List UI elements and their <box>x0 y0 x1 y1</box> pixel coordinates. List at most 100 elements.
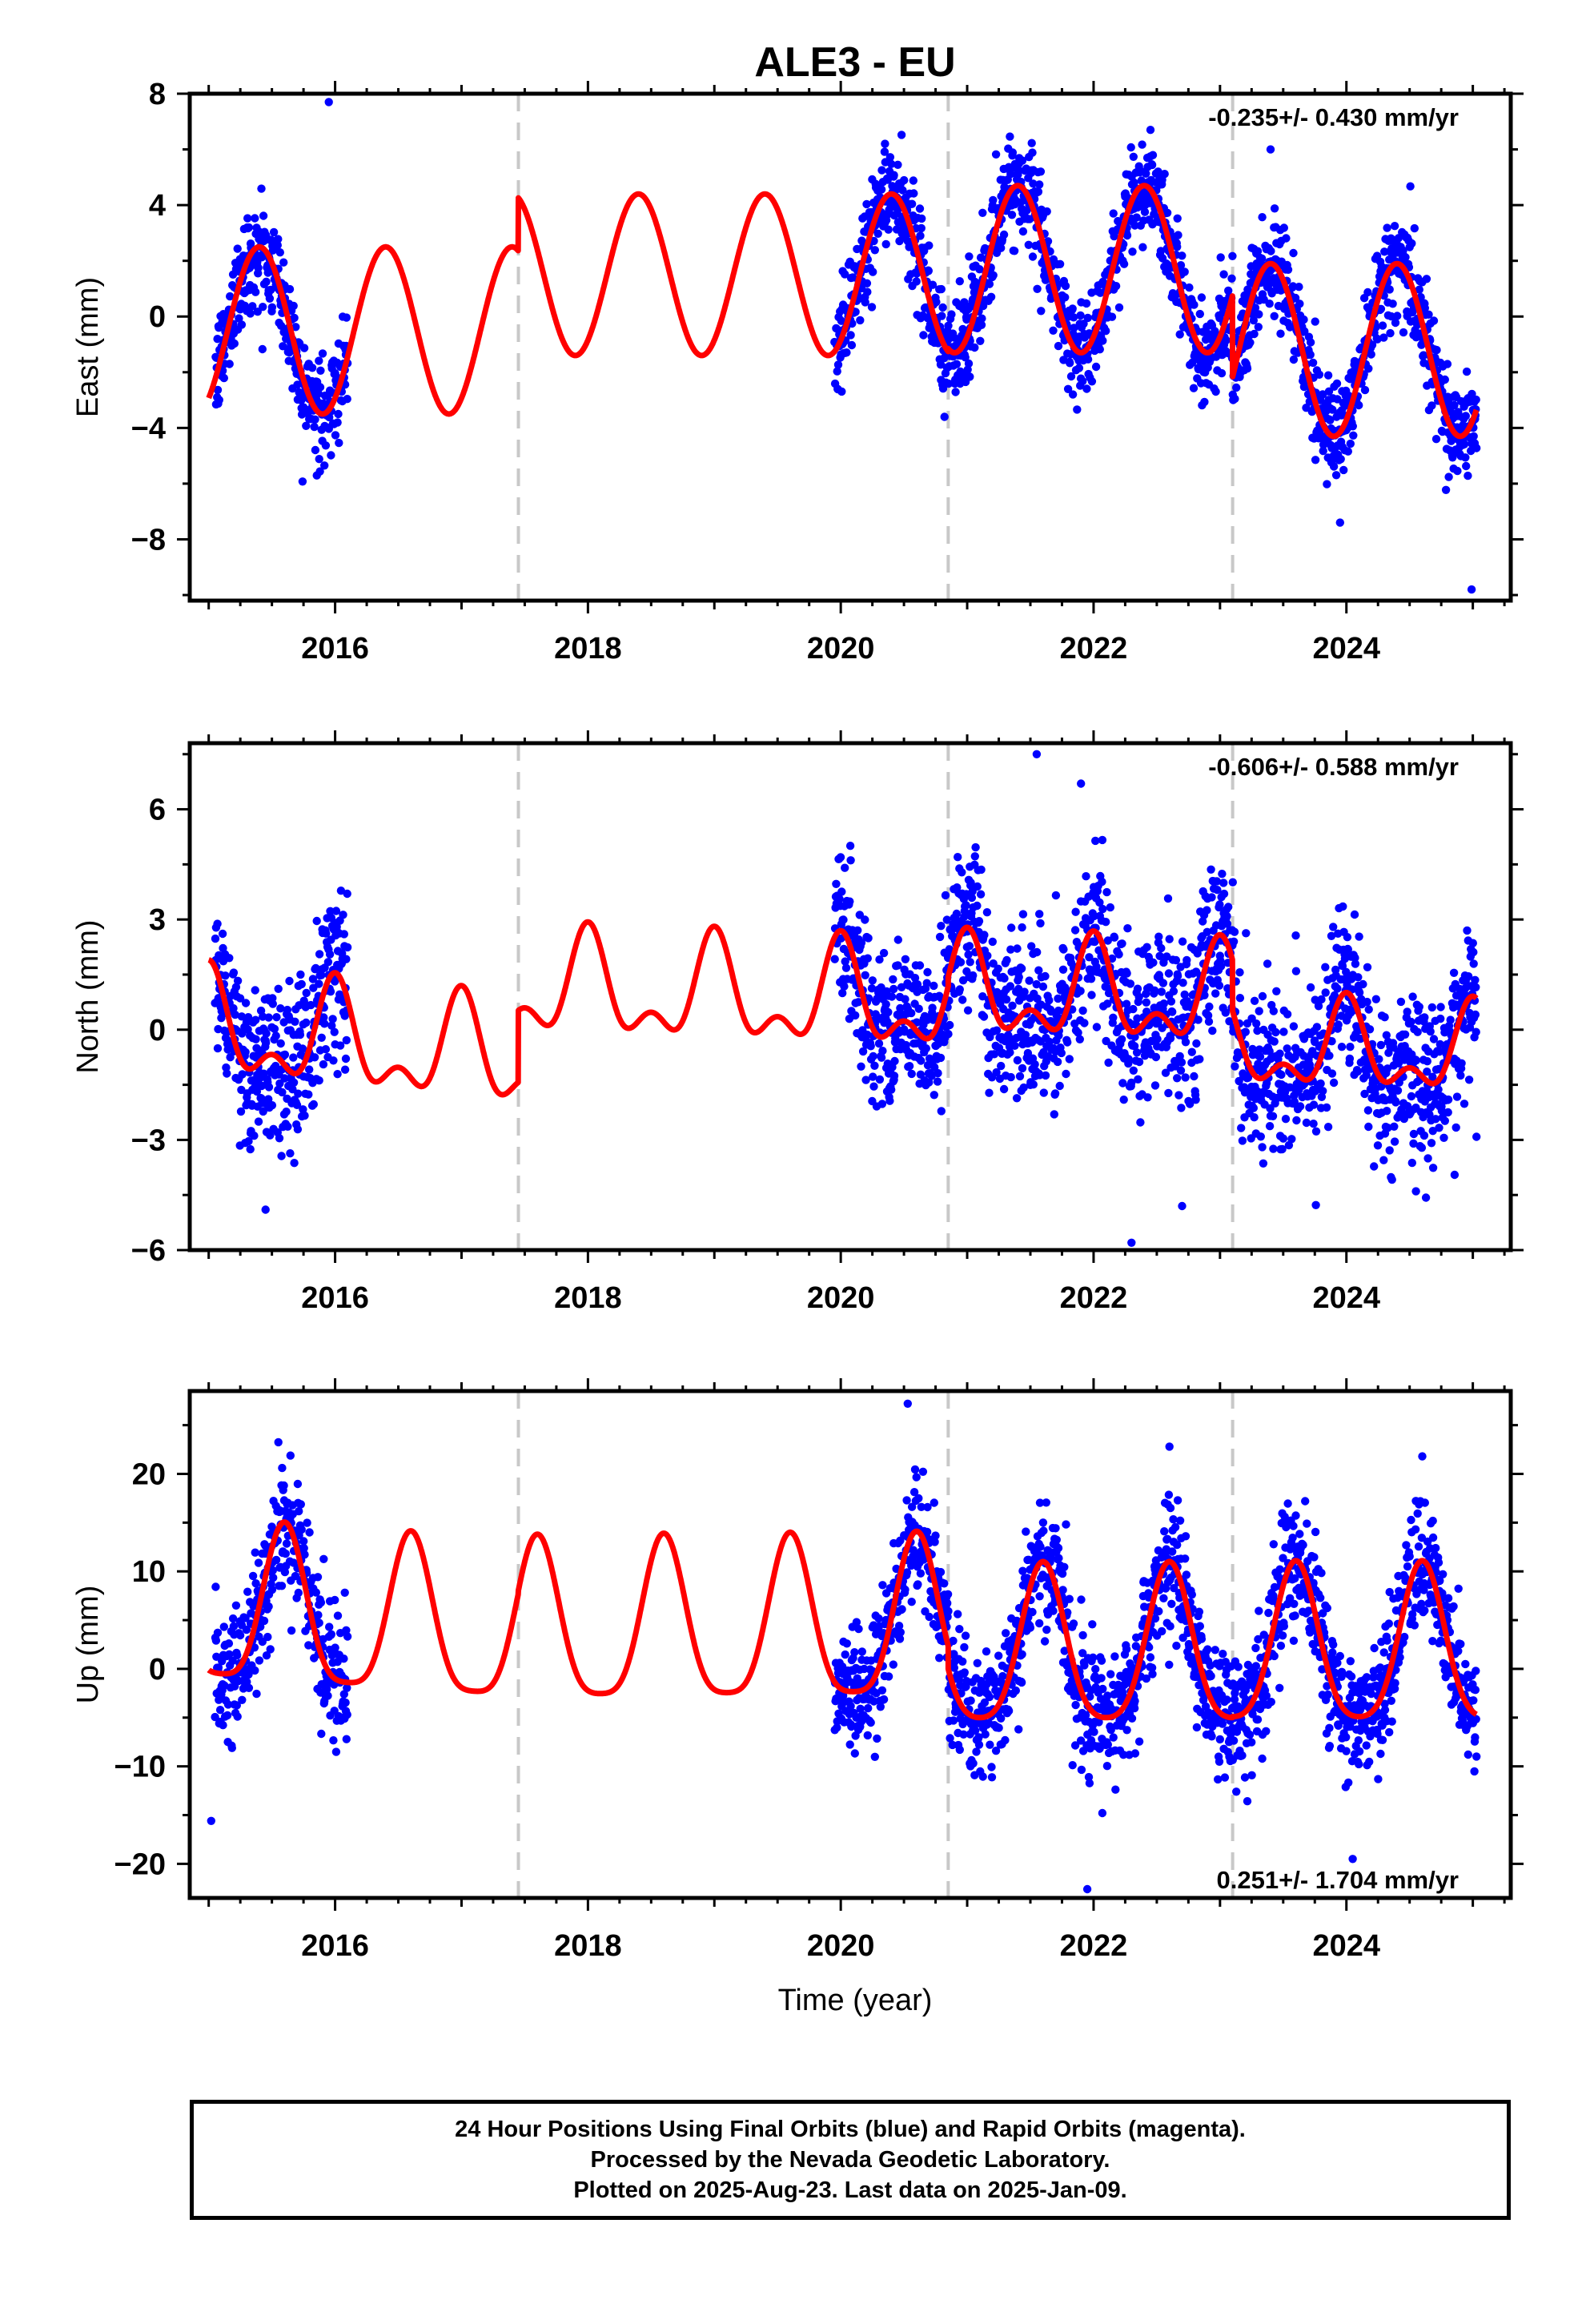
data-point-north <box>1207 893 1216 902</box>
data-point-north <box>1364 1005 1373 1014</box>
data-point-east <box>1185 283 1194 292</box>
data-point-east <box>961 353 970 362</box>
data-point-east <box>1148 151 1158 159</box>
data-point-up <box>884 1672 893 1681</box>
data-point-east <box>1422 275 1431 283</box>
data-point-north <box>221 971 230 980</box>
data-point-north <box>1007 923 1016 932</box>
data-point-north <box>1118 939 1126 948</box>
data-point-north <box>315 950 324 959</box>
data-point-east <box>1174 231 1182 239</box>
data-point-north <box>1051 891 1061 900</box>
data-point-north <box>329 1056 338 1065</box>
data-point-north <box>1375 1055 1383 1063</box>
data-point-north <box>1190 1072 1199 1081</box>
data-point-north <box>1321 988 1330 997</box>
data-point-east <box>1251 304 1260 312</box>
data-point-east <box>1190 300 1199 309</box>
data-point-up <box>327 1630 335 1639</box>
data-point-north <box>250 1132 259 1140</box>
data-point-east <box>1138 140 1146 149</box>
data-point-north <box>1312 1023 1322 1031</box>
data-point-east <box>1200 397 1209 407</box>
data-point-east <box>1083 313 1092 323</box>
data-point-east <box>916 231 925 240</box>
data-point-east <box>302 421 311 430</box>
data-point-east <box>333 418 342 427</box>
data-point-up <box>333 1611 343 1620</box>
data-point-up <box>955 1745 965 1755</box>
data-point-east <box>1469 432 1478 440</box>
data-point-east <box>213 385 223 395</box>
data-point-north <box>1281 1115 1291 1124</box>
data-point-north <box>1390 1137 1399 1146</box>
data-point-north <box>1323 1123 1333 1132</box>
data-point-north <box>1363 997 1371 1007</box>
data-point-north <box>320 1019 329 1028</box>
data-point-east <box>298 477 307 486</box>
data-point-up <box>863 1731 873 1740</box>
data-point-east <box>1431 435 1441 444</box>
data-point-north <box>1241 1027 1251 1036</box>
data-point-north <box>1181 1073 1190 1082</box>
y-tick-label-east: 8 <box>149 78 166 111</box>
y-tick-label-north: 3 <box>149 903 166 937</box>
data-point-east <box>237 320 247 329</box>
data-point-north <box>1420 1013 1429 1022</box>
data-point-east <box>1363 287 1372 297</box>
data-point-north <box>1062 1069 1070 1079</box>
data-point-up <box>282 1539 291 1548</box>
data-point-north <box>1329 923 1338 931</box>
y-tick-label-north: 0 <box>149 1014 166 1047</box>
data-point-north <box>976 890 986 899</box>
data-point-east <box>219 373 228 383</box>
data-point-east <box>1066 359 1074 368</box>
data-point-north <box>1255 1007 1263 1015</box>
data-point-east <box>1231 394 1239 404</box>
data-point-east <box>1138 243 1147 251</box>
data-point-north <box>1059 945 1068 954</box>
data-point-north <box>934 1068 942 1078</box>
data-point-north <box>840 982 849 991</box>
data-point-north <box>1129 1004 1138 1014</box>
data-point-east <box>1175 330 1184 339</box>
data-point-east <box>321 441 331 450</box>
outlier-point-north <box>1032 750 1042 758</box>
data-point-east <box>1295 300 1304 308</box>
data-point-east <box>279 258 288 267</box>
data-point-north <box>1415 1003 1424 1011</box>
data-point-up <box>943 1598 952 1608</box>
data-point-east <box>1306 338 1315 347</box>
data-point-east <box>299 344 309 352</box>
data-point-east <box>1107 312 1117 321</box>
data-point-north <box>936 1053 946 1063</box>
data-point-north <box>1231 1062 1239 1071</box>
data-point-north <box>1018 910 1028 919</box>
data-point-east <box>1028 148 1037 157</box>
data-point-north <box>1058 965 1068 975</box>
data-point-north <box>302 988 311 998</box>
data-point-up <box>329 1736 338 1745</box>
data-point-north <box>1158 979 1168 987</box>
data-point-east <box>925 241 934 250</box>
data-point-north <box>846 856 855 865</box>
data-point-up <box>944 1606 953 1616</box>
data-point-north <box>1390 1122 1399 1132</box>
data-point-north <box>1020 987 1029 996</box>
data-point-east <box>964 359 974 368</box>
data-point-north <box>1452 1092 1462 1101</box>
data-point-north <box>1050 1089 1060 1098</box>
data-point-east <box>1070 324 1078 332</box>
data-point-up <box>930 1498 939 1507</box>
y-tick-label-east: −4 <box>131 412 166 445</box>
data-point-east <box>909 176 918 185</box>
data-point-up <box>243 1587 252 1596</box>
data-point-up <box>219 1622 228 1631</box>
data-point-north <box>1166 997 1176 1006</box>
data-point-north <box>864 934 873 943</box>
data-point-north <box>946 1020 954 1030</box>
data-point-east <box>1137 176 1146 185</box>
data-point-north <box>997 1061 1006 1071</box>
data-point-east <box>267 303 277 312</box>
